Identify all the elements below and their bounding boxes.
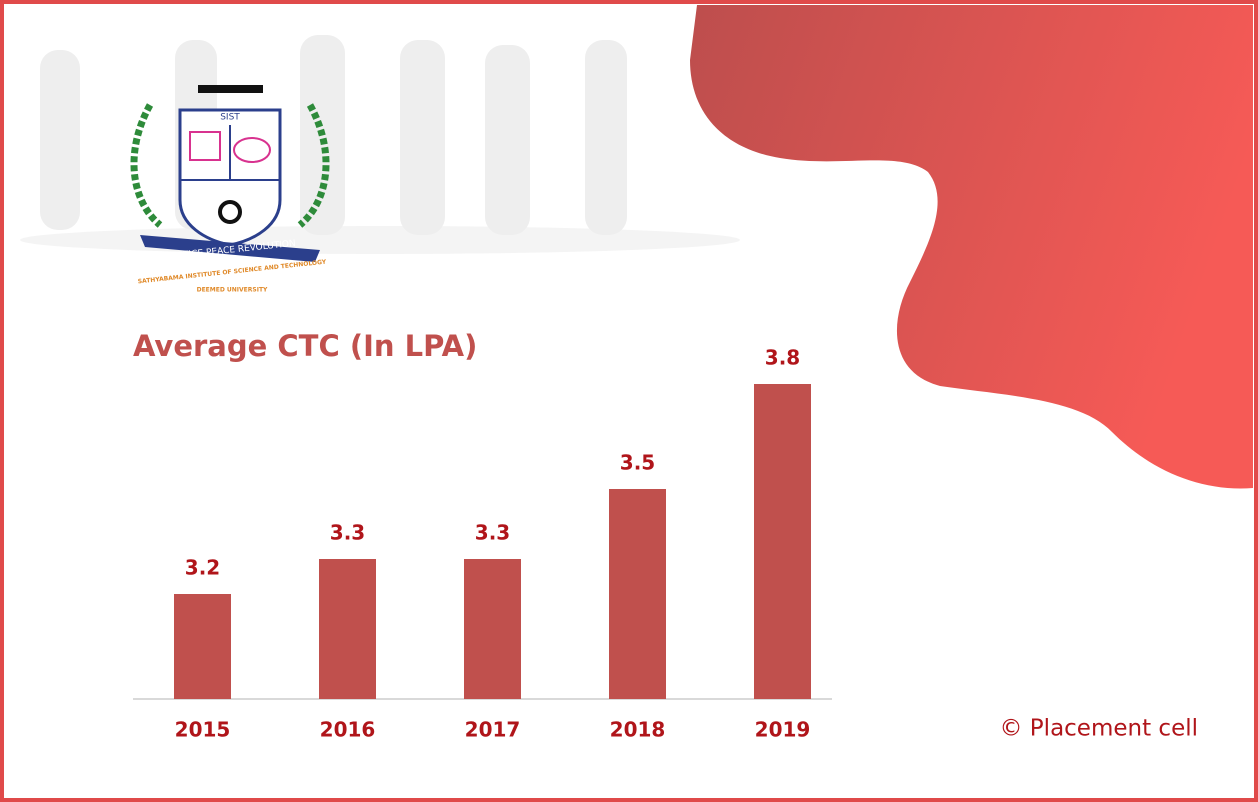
background-silhouettes xyxy=(20,35,740,254)
decorative-blob xyxy=(690,5,1253,489)
bar xyxy=(174,594,231,699)
bar xyxy=(609,489,666,699)
x-tick-label: 2019 xyxy=(755,718,811,742)
value-label: 3.3 xyxy=(475,521,510,545)
bar xyxy=(754,384,811,699)
x-tick-label: 2018 xyxy=(610,718,666,742)
logo-abbr: SIST xyxy=(220,113,240,123)
bar xyxy=(464,559,521,699)
bar xyxy=(319,559,376,699)
logo-status: DEEMED UNIVERSITY xyxy=(197,287,268,294)
x-tick-label: 2015 xyxy=(175,718,231,742)
value-label: 3.2 xyxy=(185,556,220,580)
value-label: 3.5 xyxy=(620,451,655,475)
x-tick-label: 2017 xyxy=(465,718,521,742)
chart-title: Average CTC (In LPA) xyxy=(133,329,477,363)
credit: © Placement cell xyxy=(1000,716,1199,742)
value-label: 3.3 xyxy=(330,521,365,545)
value-label: 3.8 xyxy=(765,346,800,370)
x-tick-label: 2016 xyxy=(320,718,376,742)
